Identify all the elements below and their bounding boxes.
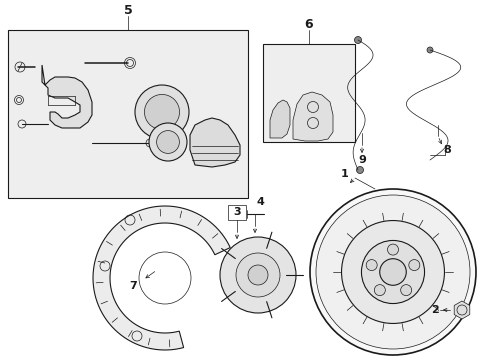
Polygon shape: [292, 92, 332, 141]
Circle shape: [373, 285, 385, 296]
Text: 7: 7: [129, 281, 137, 291]
Circle shape: [354, 36, 361, 44]
Circle shape: [341, 221, 444, 324]
Circle shape: [220, 237, 295, 313]
Polygon shape: [93, 206, 230, 350]
Circle shape: [135, 85, 189, 139]
Circle shape: [309, 189, 475, 355]
Polygon shape: [42, 65, 92, 128]
Circle shape: [149, 123, 186, 161]
Bar: [8, 30, 247, 198]
Circle shape: [247, 265, 267, 285]
Circle shape: [386, 244, 398, 255]
Polygon shape: [190, 118, 240, 167]
Text: 2: 2: [430, 305, 438, 315]
Text: 4: 4: [256, 197, 264, 207]
Circle shape: [379, 259, 406, 285]
Circle shape: [315, 195, 469, 349]
Text: 9: 9: [357, 155, 365, 165]
Circle shape: [156, 131, 179, 153]
Text: 6: 6: [304, 18, 313, 31]
Text: 3: 3: [233, 207, 240, 217]
Circle shape: [408, 260, 419, 271]
Bar: [227, 205, 245, 220]
Circle shape: [366, 260, 376, 271]
Text: 5: 5: [123, 4, 132, 17]
Circle shape: [236, 253, 280, 297]
Circle shape: [361, 240, 424, 303]
Circle shape: [400, 285, 411, 296]
Circle shape: [144, 94, 179, 130]
Text: 8: 8: [442, 145, 450, 155]
Circle shape: [356, 166, 363, 174]
Text: 1: 1: [341, 169, 348, 179]
Polygon shape: [453, 301, 469, 319]
Circle shape: [426, 47, 432, 53]
Polygon shape: [269, 100, 289, 138]
Bar: [263, 44, 354, 142]
